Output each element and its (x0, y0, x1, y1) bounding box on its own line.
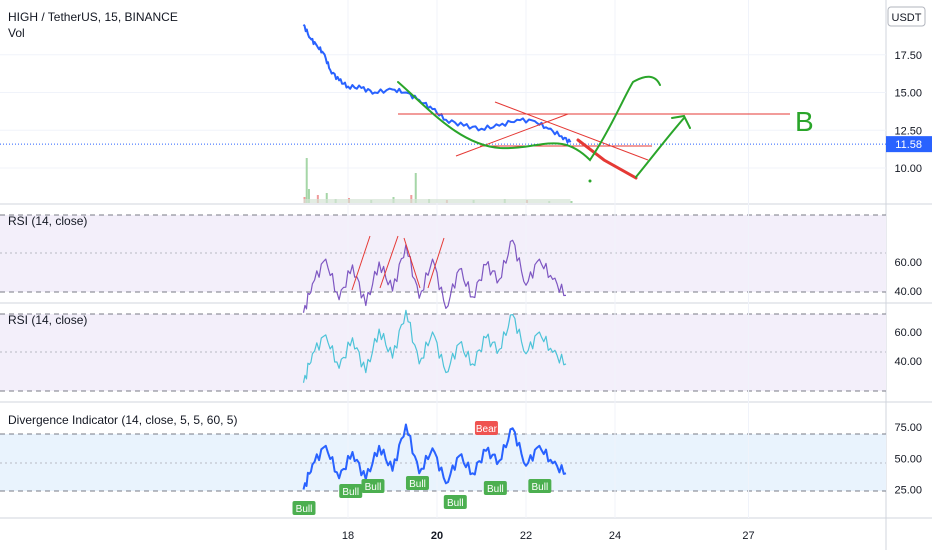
rsi-annotation-line (351, 235, 371, 291)
rsi2-tick-label: 40.00 (894, 356, 922, 368)
bullish-arrow (635, 114, 691, 178)
bull-signal (443, 495, 467, 509)
grid-lines (0, 0, 886, 518)
volume-bar (414, 173, 417, 203)
bearish-path (576, 138, 638, 180)
x-axis-label: 27 (742, 530, 754, 542)
rsi1-title: RSI (14, close) (8, 214, 87, 228)
bull-signal-label: Bull (409, 479, 426, 490)
bear-signal-label: Bear (476, 424, 498, 435)
current-price-tag (886, 136, 932, 153)
price-line (302, 23, 572, 144)
rsi1-line (302, 239, 567, 313)
chart-title: HIGH / TetherUS, 15, BINANCE (8, 10, 178, 24)
divergence-tick-label: 75.00 (894, 422, 922, 434)
bear-signal (474, 421, 498, 435)
divergence-line (302, 423, 567, 490)
drawing-dot (588, 179, 592, 183)
x-axis-label: 22 (520, 530, 532, 542)
volume-label: Vol (8, 26, 25, 40)
divergence-band (0, 434, 886, 491)
bull-signal-label: Bull (487, 484, 504, 495)
bull-signal (361, 479, 385, 493)
volume-bar (570, 201, 573, 203)
rsi2-tick-label: 60.00 (894, 327, 922, 339)
rsi-annotation-line (427, 237, 445, 289)
price-tick-label: 17.50 (894, 50, 922, 62)
hand-drawings: B (351, 75, 814, 291)
x-axis-label: 24 (609, 530, 621, 542)
price-tick-label: 15.00 (894, 88, 922, 100)
volume-baseline (303, 199, 571, 203)
bull-signal-label: Bull (365, 482, 382, 493)
bull-signal-label: Bull (447, 498, 464, 509)
bull-signal-label: Bull (532, 482, 549, 493)
series-layer (302, 23, 573, 490)
volume-bar (307, 189, 310, 203)
currency-label: USDT (892, 12, 922, 24)
price-tick-label: 12.50 (894, 125, 922, 137)
volume-bar (325, 193, 328, 203)
bull-signal-label: Bull (342, 487, 359, 498)
divergence-tick-label: 50.00 (894, 453, 922, 465)
bull-signal (483, 481, 507, 495)
rsi2-title: RSI (14, close) (8, 313, 87, 327)
bull-signal-label: Bull (296, 504, 313, 515)
x-axis-label: 18 (342, 530, 354, 542)
rsi1-band (0, 215, 886, 292)
rsi1-tick-label: 60.00 (894, 257, 922, 269)
rsi-annotation-line (403, 237, 421, 289)
descending-trendline (494, 101, 649, 161)
rsi1-tick-label: 40.00 (894, 286, 922, 298)
bullish-w-pattern (397, 75, 661, 162)
ascending-trendline (455, 113, 569, 157)
currency-button[interactable] (887, 6, 926, 27)
bull-signal (528, 479, 552, 493)
price-tick-label: 10.00 (894, 163, 922, 175)
divergence-tick-label: 25.00 (894, 485, 922, 497)
bull-signal (292, 501, 316, 515)
bull-signal (339, 484, 363, 498)
bull-signal (405, 476, 429, 490)
rsi-annotation-line (379, 235, 399, 289)
annotation-letter: B (795, 106, 814, 137)
current-price-value: 11.58 (895, 139, 922, 151)
labels-layer: 17.50 15.00 12.50 10.00 11.58 60.00 40.00 60.00… (292, 50, 932, 542)
rsi2-band (0, 314, 886, 391)
rsi2-line (302, 309, 567, 383)
x-axis-label: 20 (431, 530, 443, 542)
volume-bar (305, 158, 308, 203)
divergence-title: Divergence Indicator (14, close, 5, 5, 6… (8, 413, 237, 427)
